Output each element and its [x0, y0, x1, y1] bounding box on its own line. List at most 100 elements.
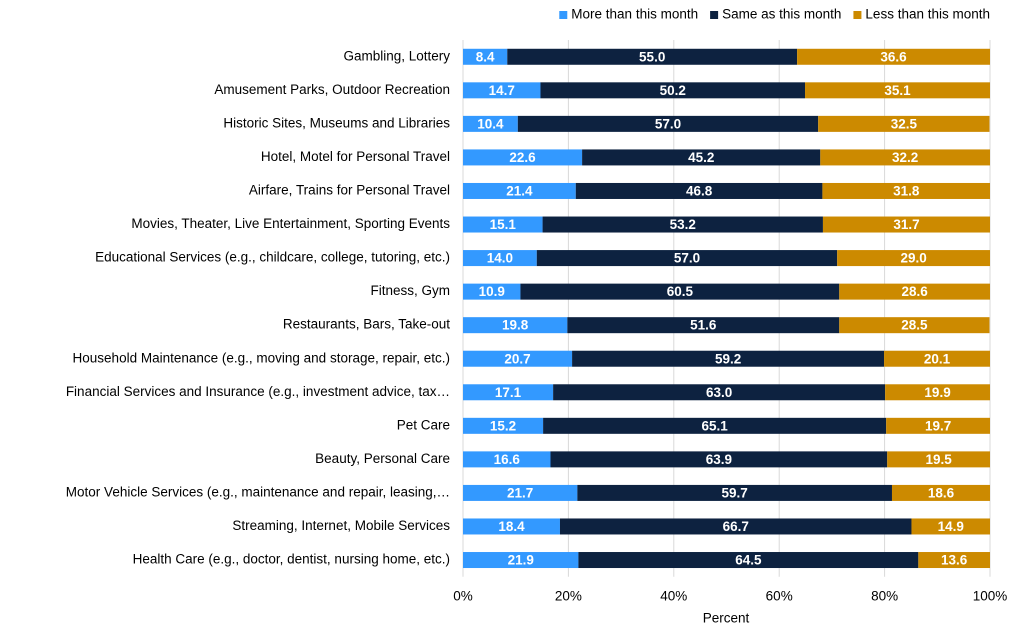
legend-label: Same as this month — [722, 7, 841, 22]
value-label: 15.1 — [490, 217, 517, 232]
y-tick-label: Motor Vehicle Services (e.g., maintenanc… — [66, 484, 450, 499]
bar-segment — [559, 518, 912, 535]
bar-segment — [797, 48, 990, 65]
value-label: 19.7 — [925, 418, 951, 433]
value-label: 19.5 — [925, 452, 952, 467]
y-tick-label: Restaurants, Bars, Take-out — [283, 317, 450, 332]
value-label: 57.0 — [674, 251, 700, 266]
bar-segment — [572, 350, 885, 367]
bar-segment — [578, 552, 919, 569]
bar-segment — [805, 82, 990, 99]
bar-segment — [911, 518, 990, 535]
y-tick-label: Educational Services (e.g., childcare, c… — [95, 250, 450, 265]
value-label: 45.2 — [688, 150, 714, 165]
value-label: 19.8 — [502, 318, 529, 333]
y-tick-label: Streaming, Internet, Mobile Services — [232, 518, 450, 533]
bar-segment — [463, 48, 508, 65]
value-label: 59.7 — [722, 485, 748, 500]
x-axis-label: Percent — [703, 611, 750, 626]
bar-segment — [463, 317, 568, 334]
y-tick-label: Beauty, Personal Care — [315, 451, 450, 466]
bar-segment — [463, 149, 583, 166]
bar-segment — [536, 250, 838, 267]
bar-segment — [463, 451, 551, 468]
bar-segment — [463, 216, 543, 233]
value-label: 29.0 — [900, 251, 926, 266]
bar-segment — [550, 451, 888, 468]
bar-segment — [463, 250, 537, 267]
value-label: 57.0 — [655, 116, 681, 131]
x-tick-label: 100% — [973, 589, 1008, 604]
bar-segment — [463, 417, 544, 434]
y-tick-label: Hotel, Motel for Personal Travel — [261, 149, 450, 164]
value-label: 31.7 — [893, 217, 919, 232]
value-label: 20.7 — [504, 351, 530, 366]
value-label: 59.2 — [715, 351, 741, 366]
value-label: 63.9 — [706, 452, 732, 467]
y-tick-label: Household Maintenance (e.g., moving and … — [73, 350, 450, 365]
x-tick-label: 60% — [766, 589, 793, 604]
value-label: 32.2 — [892, 150, 918, 165]
bar-segment — [918, 552, 990, 569]
bar-segment — [839, 283, 990, 300]
bar-segment — [463, 82, 541, 99]
value-label: 32.5 — [891, 116, 918, 131]
value-label: 46.8 — [686, 184, 713, 199]
legend-swatch — [853, 11, 862, 19]
value-label: 22.6 — [509, 150, 536, 165]
bar-segment — [891, 484, 990, 501]
value-label: 14.9 — [938, 519, 964, 534]
y-tick-label: Financial Services and Insurance (e.g., … — [66, 384, 450, 399]
x-tick-label: 0% — [453, 589, 473, 604]
legend-swatch — [559, 11, 568, 19]
y-tick-label: Gambling, Lottery — [343, 48, 450, 63]
bar-segment — [553, 384, 886, 401]
bar-segment — [463, 518, 560, 535]
value-label: 31.8 — [893, 184, 920, 199]
value-label: 35.1 — [884, 83, 911, 98]
bar-segment — [507, 48, 798, 65]
value-label: 13.6 — [941, 553, 968, 568]
legend-label: Less than this month — [865, 7, 990, 22]
bar-segment — [463, 283, 521, 300]
bar-segment — [540, 82, 806, 99]
value-label: 14.0 — [487, 251, 513, 266]
bar-segment — [820, 149, 990, 166]
bar-segment — [822, 216, 990, 233]
bar-segment — [463, 350, 573, 367]
x-tick-label: 20% — [555, 589, 582, 604]
value-label: 28.5 — [901, 318, 928, 333]
bar-segment — [818, 115, 990, 132]
bar-segment — [886, 417, 990, 434]
value-label: 20.1 — [924, 351, 951, 366]
bar-segment — [463, 552, 579, 569]
value-label: 15.2 — [490, 418, 516, 433]
bar-segment — [582, 149, 821, 166]
value-label: 10.9 — [479, 284, 505, 299]
bar-segment — [887, 451, 990, 468]
bar-segment — [463, 115, 518, 132]
bar-segment — [463, 182, 576, 199]
bar-segment — [463, 384, 554, 401]
value-label: 65.1 — [702, 418, 729, 433]
y-tick-label: Amusement Parks, Outdoor Recreation — [214, 82, 450, 97]
value-label: 21.9 — [508, 553, 534, 568]
value-label: 36.6 — [880, 49, 907, 64]
value-label: 19.9 — [924, 385, 950, 400]
value-label: 21.7 — [507, 485, 533, 500]
y-tick-label: Health Care (e.g., doctor, dentist, nurs… — [133, 552, 450, 567]
bar-segment — [885, 384, 990, 401]
y-tick-label: Airfare, Trains for Personal Travel — [249, 183, 450, 198]
value-label: 28.6 — [901, 284, 928, 299]
bar-segment — [543, 417, 887, 434]
y-tick-label: Fitness, Gym — [370, 283, 450, 298]
value-label: 16.6 — [494, 452, 521, 467]
value-label: 21.4 — [506, 184, 533, 199]
value-label: 18.6 — [928, 485, 955, 500]
value-label: 51.6 — [690, 318, 717, 333]
y-tick-label: Movies, Theater, Live Entertainment, Spo… — [131, 216, 450, 231]
y-tick-label: Pet Care — [397, 417, 450, 432]
value-label: 10.4 — [477, 116, 504, 131]
bar-segment — [575, 182, 823, 199]
